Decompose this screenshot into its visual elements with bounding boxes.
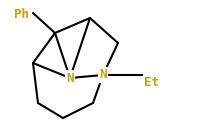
- Text: Et: Et: [145, 75, 160, 89]
- Text: Ph: Ph: [15, 8, 30, 22]
- Text: N: N: [99, 68, 107, 82]
- Text: N: N: [66, 72, 74, 85]
